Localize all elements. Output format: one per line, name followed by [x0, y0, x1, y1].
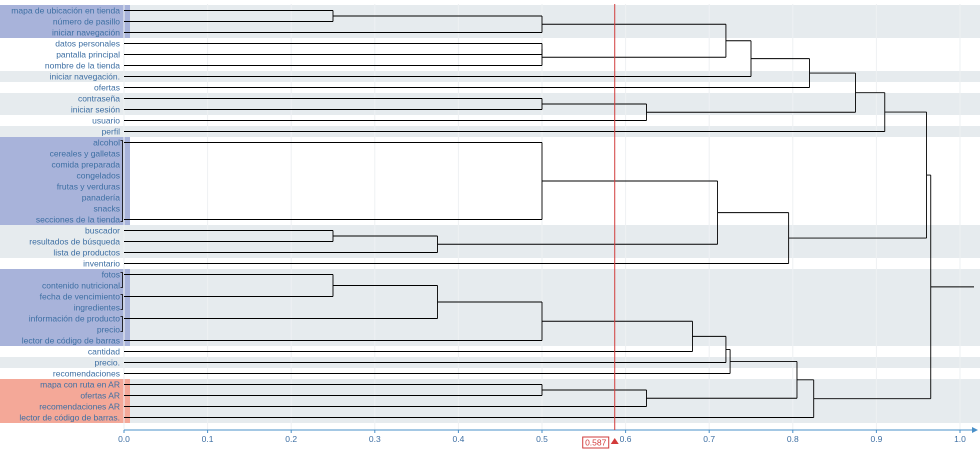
row-band — [0, 225, 980, 236]
leaf-label: contenido nutricional — [42, 281, 120, 291]
leaf-label: número de pasillo — [53, 17, 120, 27]
row-band — [0, 5, 980, 16]
leaf-label: mapa de ubicación en tienda — [11, 6, 120, 16]
row-band — [0, 269, 980, 280]
x-tick-label: 0.0 — [118, 434, 130, 444]
x-axis-arrow — [972, 427, 978, 433]
leaf-label: iniciar sesión — [71, 105, 120, 115]
x-tick-label: 0.3 — [369, 434, 381, 444]
leaf-label: datos personales — [55, 39, 120, 49]
leaf-tie-bracket — [120, 294, 123, 310]
leaf-label: lector de código de barras. — [19, 413, 120, 423]
x-tick-label: 0.1 — [202, 434, 214, 444]
leaf-label: ofertas AR — [80, 391, 120, 401]
leaf-label: ofertas — [94, 83, 120, 93]
leaf-label: inventario — [83, 259, 120, 269]
x-tick-label: 0.6 — [620, 434, 632, 444]
threshold-marker: 0.587 — [582, 4, 619, 449]
leaf-tie-bracket — [120, 140, 123, 222]
leaf-label: cantidad — [88, 347, 120, 357]
group-highlight — [0, 137, 130, 225]
x-tick-label: 0.4 — [452, 434, 464, 444]
leaf-label: resultados de búsqueda — [29, 237, 120, 247]
leaf-label: iniciar navegación. — [50, 72, 120, 82]
row-band — [0, 236, 980, 247]
row-band — [0, 302, 980, 313]
x-tick-label: 0.7 — [703, 434, 715, 444]
leaf-label: lector de código de barras — [22, 336, 120, 346]
leaf-label: recomendaciones AR — [39, 402, 120, 412]
leaf-label: lista de productos — [53, 248, 120, 258]
leaf-label: usuario — [92, 116, 120, 126]
x-axis: 0.0 0.1 0.2 0.3 0.4 0.5 0.6 0.7 0.8 0.9 1.0 — [118, 427, 978, 444]
leaf-label: cereales y galletas — [50, 149, 120, 159]
row-band — [0, 313, 980, 324]
leaf-label: secciones de la tienda — [36, 215, 120, 225]
threshold-label-box — [582, 436, 610, 449]
leaf-label: pantalla principal — [56, 50, 120, 60]
leaf-tie-bracket — [120, 272, 123, 288]
x-tick-label: 0.9 — [870, 434, 882, 444]
row-band — [0, 291, 980, 302]
group-highlight — [0, 5, 130, 38]
leaf-label: mapa con ruta en AR — [40, 380, 120, 390]
leaf-label: ingredientes — [74, 303, 120, 313]
x-tick-label: 0.2 — [285, 434, 297, 444]
row-band — [0, 324, 980, 335]
leaf-label: fecha de vencimiento — [40, 292, 121, 302]
dendrogram-tree — [124, 10, 974, 418]
leaf-label: información de producto — [29, 314, 120, 324]
leaf-label: panadería — [82, 193, 121, 203]
threshold-label: 0.587 — [585, 438, 607, 448]
group-highlight — [0, 269, 130, 346]
row-band — [0, 16, 980, 27]
row-band — [0, 247, 980, 258]
leaf-label: congelados — [77, 171, 120, 181]
row-bands — [0, 5, 980, 423]
leaf-label: recomendaciones — [53, 369, 120, 379]
leaf-ties — [120, 140, 123, 332]
leaf-label: perfil — [102, 127, 121, 137]
x-tick-label: 0.8 — [787, 434, 799, 444]
leaf-label: buscador — [85, 226, 120, 236]
leaf-label: precio — [97, 325, 120, 335]
leaf-label: fotos — [102, 270, 120, 280]
x-tick-label: 0.5 — [536, 434, 548, 444]
threshold-handle — [610, 438, 619, 444]
grid-lines — [123, 4, 961, 430]
leaf-label: precio. — [94, 358, 120, 368]
leaf-label: comida preparada — [51, 160, 120, 170]
group-highlights — [0, 5, 130, 423]
row-band — [0, 280, 980, 291]
group-highlight — [0, 379, 130, 423]
leaf-label: alcohol — [93, 138, 120, 148]
x-tick-label: 1.0 — [954, 434, 966, 444]
leaf-label: nombre de la tienda — [45, 61, 120, 71]
leaf-label: frutas y verduras — [57, 182, 120, 192]
leaf-label: iniciar navegación — [52, 28, 120, 38]
leaf-label: contraseña — [78, 94, 120, 104]
leaf-label: snacks — [94, 204, 120, 214]
leaf-tie-bracket — [120, 316, 123, 332]
